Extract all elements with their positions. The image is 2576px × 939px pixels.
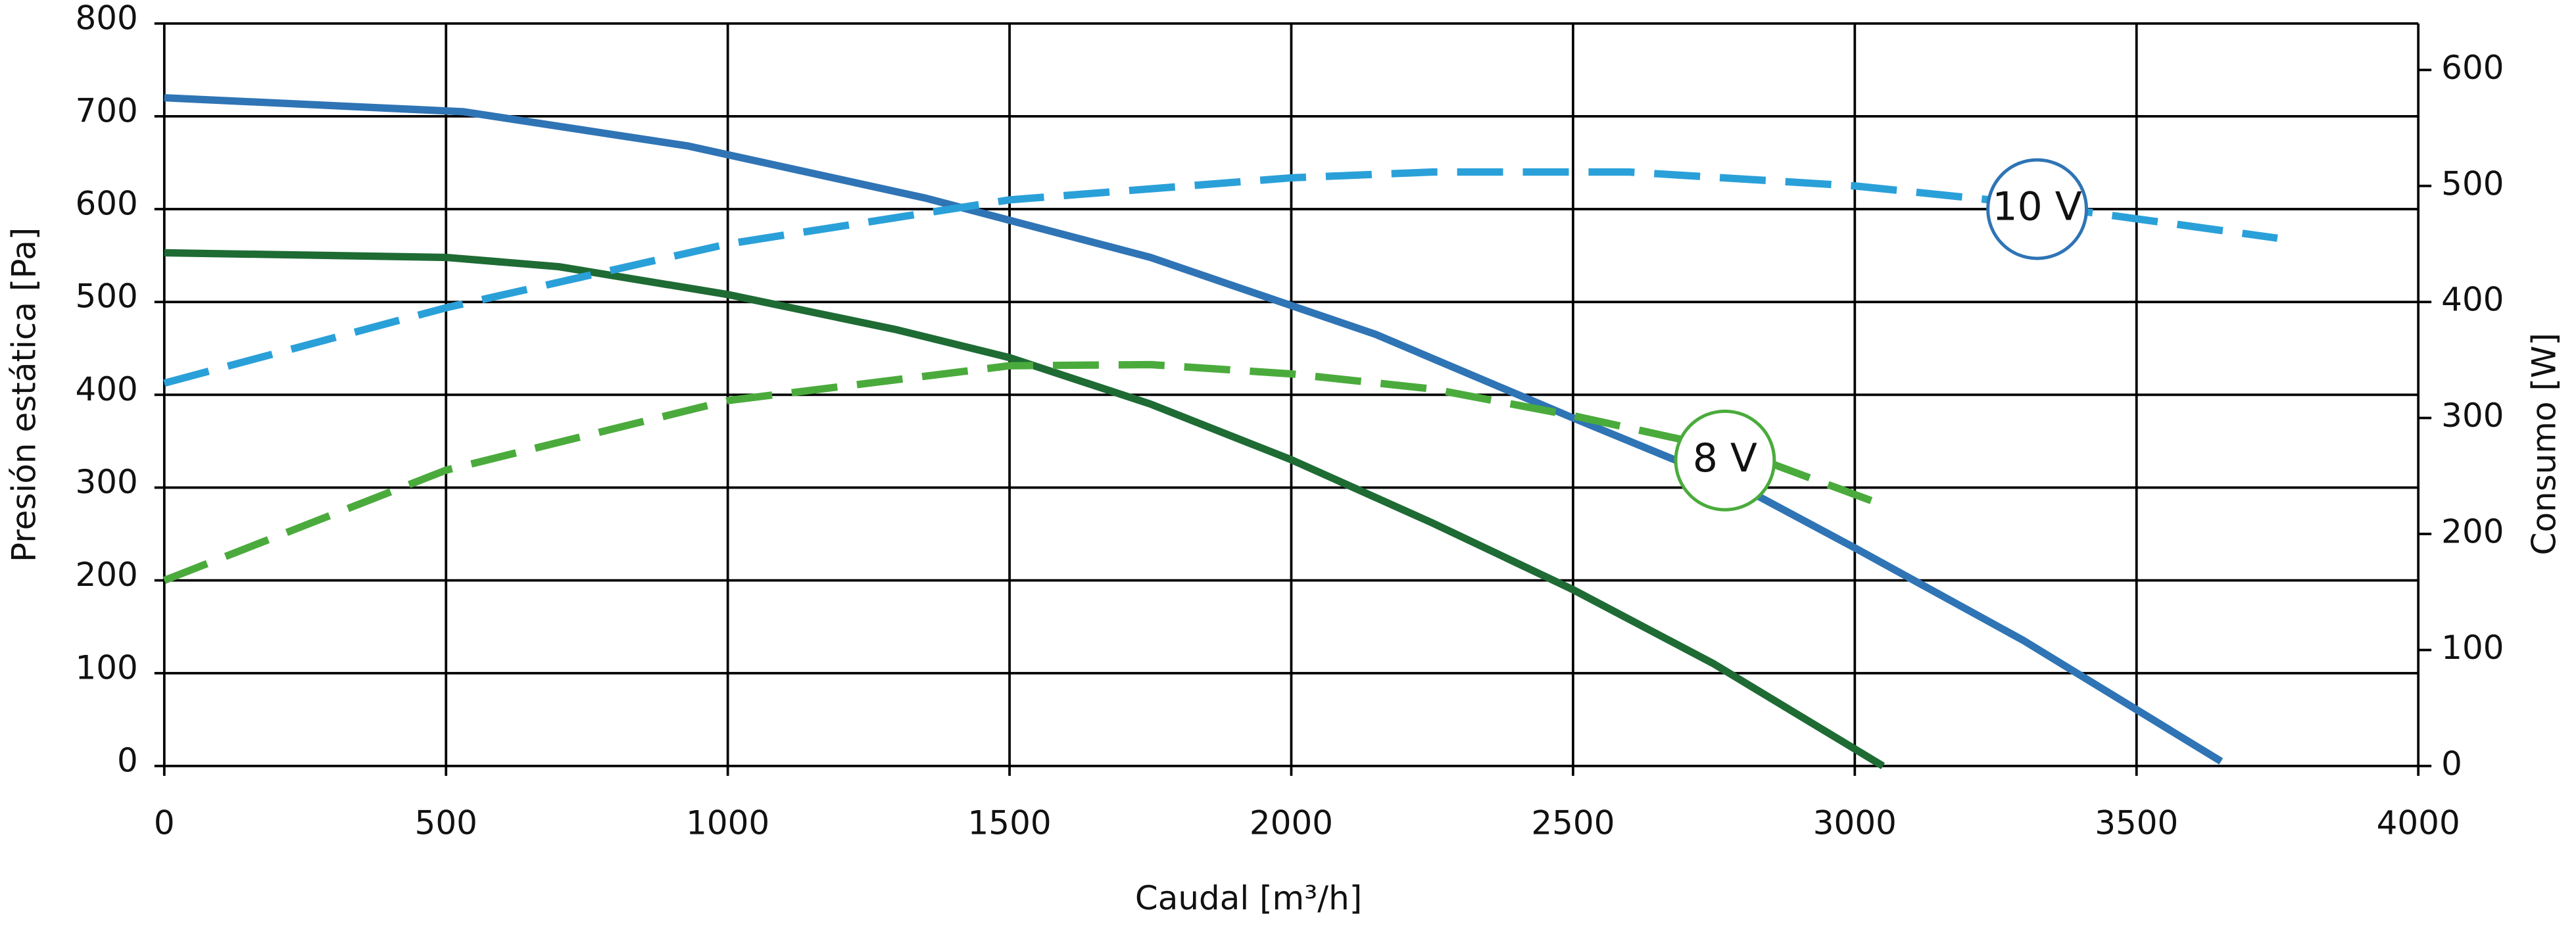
- curve: [163, 168, 2278, 387]
- x-axis-label: Caudal [m³/h]: [1135, 879, 1362, 917]
- curve: [162, 360, 1885, 584]
- x-tick-label: 0: [154, 804, 175, 842]
- x-tick-label: 2500: [1531, 804, 1615, 842]
- curve: [164, 249, 1885, 769]
- annotation-circle: [1986, 158, 2089, 260]
- y-tick-label: 800: [75, 0, 137, 37]
- y-tick-label: 300: [75, 463, 137, 501]
- y2-axis-label: Consumo [W]: [2525, 333, 2564, 555]
- x-tick-label: 1500: [968, 804, 1052, 842]
- y-tick-label: 500: [75, 277, 137, 316]
- y2-tick-label: 300: [2441, 397, 2504, 435]
- annotation: 10 V: [1992, 184, 2081, 230]
- y-axis-label: Presión estática [Pa]: [5, 228, 43, 562]
- y2-tick-label: 0: [2441, 744, 2462, 782]
- y2-tick-label: 100: [2441, 629, 2504, 667]
- curve: [164, 94, 2224, 765]
- x-tick-label: 2000: [1250, 804, 1333, 842]
- y-tick-label: 400: [75, 370, 137, 408]
- annotation-circle: [1674, 409, 1776, 512]
- y-tick-label: 200: [75, 556, 137, 594]
- y2-tick-label: 200: [2441, 513, 2504, 551]
- y-tick-label: 600: [75, 185, 137, 223]
- x-tick-label: 3000: [1813, 804, 1897, 842]
- x-tick-label: 3500: [2095, 804, 2178, 842]
- y-tick-label: 100: [75, 648, 137, 686]
- x-tick-label: 4000: [2377, 804, 2460, 842]
- x-tick-label: 500: [415, 804, 477, 842]
- y2-tick-label: 400: [2441, 281, 2504, 319]
- y-tick-label: 0: [117, 741, 138, 779]
- annotation: 8 V: [1693, 435, 1757, 481]
- y-tick-label: 700: [75, 91, 137, 130]
- x-tick-label: 1000: [686, 804, 769, 842]
- y2-tick-label: 500: [2441, 164, 2504, 203]
- y2-tick-label: 600: [2441, 49, 2504, 87]
